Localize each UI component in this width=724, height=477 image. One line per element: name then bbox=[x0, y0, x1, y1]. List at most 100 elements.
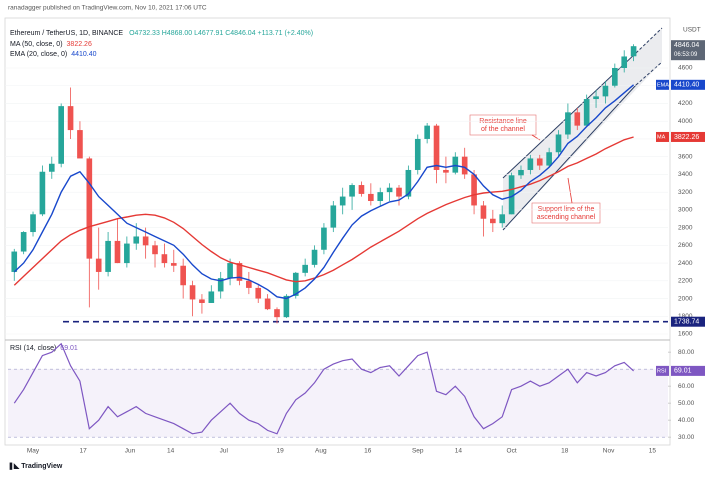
candle-body bbox=[170, 263, 177, 266]
symbol: Ethereum / TetherUS, 1D, BINANCE O4732.33… bbox=[10, 30, 313, 37]
candle-body bbox=[208, 291, 215, 303]
x-tick-label: 17 bbox=[79, 448, 87, 455]
candle-body bbox=[414, 138, 421, 170]
rsi-tag bbox=[656, 365, 669, 376]
y-tick-label: 80.00 bbox=[678, 349, 695, 356]
legend-ema: EMA (20, close, 0) 4410.40 bbox=[10, 51, 97, 58]
candle-body bbox=[77, 130, 83, 159]
x-tick-label: May bbox=[27, 448, 40, 455]
candle-body bbox=[311, 249, 318, 265]
currency: USDT bbox=[683, 27, 701, 34]
legend-label: RSI (14, close) bbox=[10, 345, 56, 352]
candle-body bbox=[546, 152, 552, 166]
y-tick-label: 3200 bbox=[678, 189, 693, 196]
indicator-tag bbox=[656, 131, 669, 142]
rsi-tag-name: RSI bbox=[657, 368, 667, 374]
candle-body bbox=[246, 280, 252, 288]
candle-body bbox=[424, 125, 430, 139]
candle-body bbox=[133, 236, 140, 244]
candle-body bbox=[480, 205, 487, 219]
candle-body bbox=[433, 125, 440, 170]
indicator-tag-name: EMA bbox=[657, 82, 669, 88]
level-tag bbox=[671, 316, 705, 327]
candle-body bbox=[565, 112, 571, 135]
frame bbox=[4, 17, 671, 446]
candle-body bbox=[368, 193, 374, 202]
y-tick-label: 2600 bbox=[678, 242, 693, 249]
candle-body bbox=[593, 96, 599, 100]
candle-body bbox=[95, 258, 102, 272]
rsi-legend: RSI (14, close) 69.01 bbox=[10, 345, 78, 352]
annotation-text: of the channel bbox=[481, 126, 525, 133]
annotation-text: Support line of the bbox=[538, 206, 595, 213]
support-extension bbox=[635, 61, 663, 86]
candle-body bbox=[386, 187, 393, 193]
ohlc: O4732.33 H4868.00 L4677.91 C4846.04 +113… bbox=[129, 30, 313, 37]
candle-body bbox=[302, 264, 308, 273]
legend-label: MA (50, close, 0) bbox=[10, 41, 63, 48]
candle-body bbox=[39, 171, 46, 215]
candle-body bbox=[602, 85, 609, 97]
rsi-band bbox=[8, 369, 668, 438]
candle-body bbox=[105, 240, 111, 272]
y-tick-label: 60.00 bbox=[678, 383, 695, 390]
rsi-value-tag bbox=[671, 365, 705, 376]
indicator-tag bbox=[656, 79, 669, 90]
candle-body bbox=[443, 169, 449, 173]
annotation-text: ascending channel bbox=[537, 214, 596, 221]
legend-value: 4410.40 bbox=[71, 51, 96, 58]
candle-body bbox=[227, 263, 233, 279]
x-tick-label: Jul bbox=[220, 448, 229, 455]
candle-body bbox=[339, 196, 346, 206]
candle-body bbox=[321, 227, 327, 250]
price-tag bbox=[671, 40, 705, 61]
countdown: 06:53:09 bbox=[674, 52, 698, 58]
candle-body bbox=[499, 214, 506, 224]
resistance-extension bbox=[635, 27, 663, 54]
candle-body bbox=[583, 99, 590, 126]
support-line bbox=[502, 84, 637, 231]
y-tick-label: 4200 bbox=[678, 100, 693, 107]
candle-body bbox=[152, 245, 158, 255]
x-tick-label: 14 bbox=[167, 448, 175, 455]
y-tick-label: 3400 bbox=[678, 171, 693, 178]
indicator-value-label: 3822.26 bbox=[674, 134, 699, 141]
candle-body bbox=[189, 285, 196, 300]
candle-body bbox=[621, 56, 628, 69]
candle-body bbox=[274, 309, 280, 318]
candle-body bbox=[199, 299, 205, 303]
candle-body bbox=[349, 185, 355, 197]
candle-body bbox=[536, 158, 543, 166]
x-tick-label: Nov bbox=[603, 448, 615, 455]
y-tick-label: 30.00 bbox=[678, 434, 695, 441]
candle-body bbox=[180, 265, 186, 286]
candle-body bbox=[255, 287, 262, 299]
symbol-name: Ethereum / TetherUS, 1D, BINANCE bbox=[10, 30, 123, 37]
candle-body bbox=[612, 68, 618, 86]
annotation-box bbox=[469, 114, 537, 136]
x-tick-label: 18 bbox=[561, 448, 569, 455]
indicator-value-tag bbox=[671, 131, 705, 142]
rsi-line bbox=[13, 342, 635, 435]
legend-ma: MA (50, close, 0) 3822.26 bbox=[10, 41, 92, 48]
y-tick-label: 3000 bbox=[678, 207, 693, 214]
annotation-box bbox=[531, 202, 601, 224]
candle-body bbox=[236, 263, 243, 281]
y-tick-label: 2200 bbox=[678, 278, 693, 285]
candle-body bbox=[30, 214, 36, 233]
y-tick-label: 1800 bbox=[678, 313, 693, 320]
candle-body bbox=[630, 46, 637, 57]
x-tick-label: 19 bbox=[277, 448, 285, 455]
candle-body bbox=[490, 218, 496, 224]
logo-text: TradingView bbox=[21, 463, 63, 470]
candle-body bbox=[518, 169, 524, 176]
x-tick-label: 16 bbox=[364, 448, 372, 455]
y-tick-label: 2000 bbox=[678, 295, 693, 302]
candle-body bbox=[142, 236, 149, 246]
candle-body bbox=[292, 272, 299, 296]
candle-body bbox=[124, 243, 130, 264]
y-tick-label: 4600 bbox=[678, 65, 693, 72]
candle-body bbox=[330, 205, 337, 228]
y-tick-label: 2400 bbox=[678, 260, 693, 267]
